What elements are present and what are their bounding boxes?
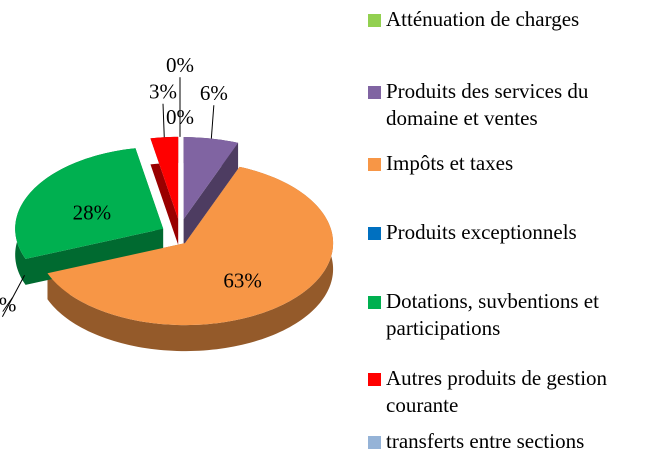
legend-item: Impôts et taxes — [368, 150, 658, 177]
legend-swatch — [368, 373, 381, 386]
legend-label: Produits des services du domaine et vent… — [386, 79, 589, 130]
legend-label: transferts entre sections — [386, 429, 585, 450]
slice — [183, 137, 239, 220]
legend-item: Autres produits de gestion courante — [368, 365, 658, 419]
legend-swatch — [368, 86, 381, 99]
chart: 0%6%63%0%28%3%0% — [0, 53, 334, 352]
slice — [47, 166, 334, 326]
legend-label: Atténuation de charges — [386, 7, 580, 31]
data-label: 3% — [149, 80, 177, 104]
slice — [15, 148, 164, 259]
leader-line — [1, 275, 25, 317]
leader-line — [210, 105, 215, 139]
data-label: 63% — [223, 269, 262, 293]
legend-item: transferts entre sections — [368, 428, 658, 450]
legend: Atténuation de charges Produits des servi… — [368, 0, 660, 450]
data-label: 6% — [200, 81, 228, 105]
legend-item: Produits exceptionnels — [368, 219, 658, 246]
legend-swatch — [368, 158, 381, 171]
legend-item: Dotations, suvbentions et participations — [368, 288, 658, 342]
slice-side — [150, 136, 179, 245]
legend-label: Autres produits de gestion courante — [386, 366, 608, 417]
legend-label: Impôts et taxes — [386, 151, 514, 175]
leader-line — [162, 103, 165, 138]
data-label: 0% — [0, 293, 16, 317]
legend-item: Produits des services du domaine et vent… — [368, 78, 658, 132]
legend-swatch — [368, 296, 381, 309]
data-label: 0% — [166, 53, 194, 77]
legend-swatch — [368, 227, 381, 240]
slice — [150, 136, 179, 219]
legend-label: Dotations, suvbentions et participations — [386, 289, 599, 340]
slice-side — [183, 137, 239, 246]
data-label: 28% — [73, 201, 112, 225]
legend-swatch — [368, 14, 381, 27]
legend-item: Atténuation de charges — [368, 6, 658, 33]
legend-swatch — [368, 436, 381, 449]
legend-label: Produits exceptionnels — [386, 220, 577, 244]
